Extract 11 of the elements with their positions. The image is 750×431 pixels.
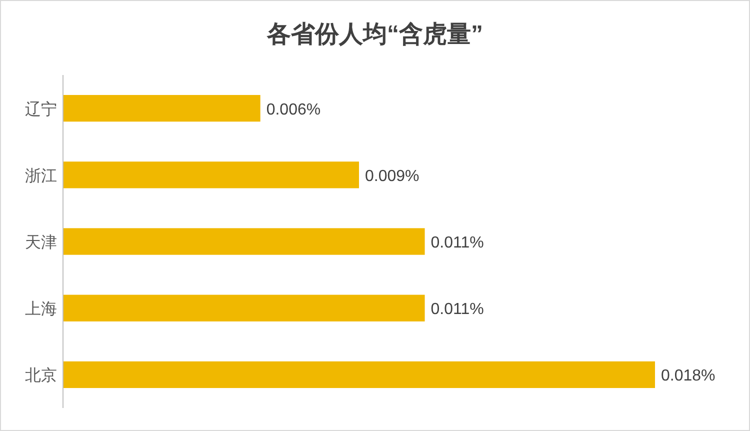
y-tick-label: 天津 <box>25 234 57 252</box>
y-tick-label: 辽宁 <box>25 100 57 118</box>
chart-title: 各省份人均“含虎量” <box>266 21 483 48</box>
data-label: 0.011% <box>430 234 484 252</box>
y-tick-label: 北京 <box>25 366 57 385</box>
data-label: 0.011% <box>430 301 484 318</box>
y-tick-label: 浙江 <box>25 166 57 185</box>
data-label: 0.018% <box>661 368 716 385</box>
y-tick-label: 上海 <box>25 300 57 318</box>
data-label: 0.009% <box>365 168 420 185</box>
data-label: 0.006% <box>266 101 321 118</box>
